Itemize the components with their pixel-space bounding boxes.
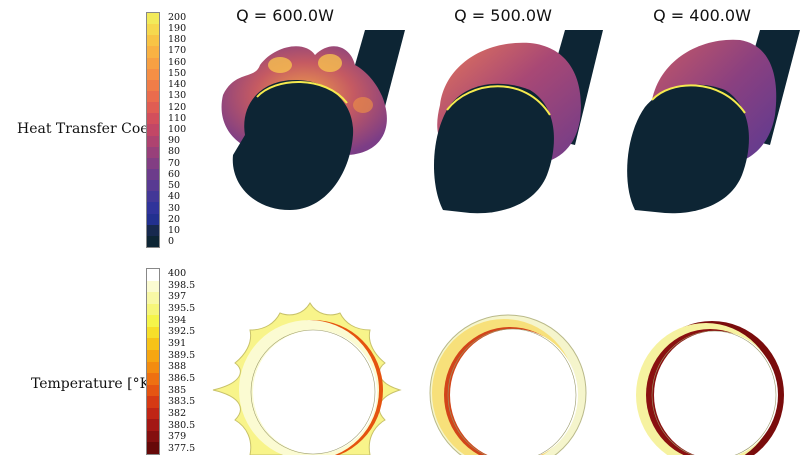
temperature-tick-label: 383.5 — [168, 396, 196, 408]
temperature-tick-label: 394 — [168, 314, 187, 326]
htc-tick-label: 40 — [168, 191, 181, 203]
htc-tick-label: 140 — [168, 79, 187, 91]
htc-swatch — [147, 35, 159, 47]
htc-swatch — [147, 168, 159, 181]
temperature-render-600w — [212, 302, 402, 455]
htc-tick-label: 90 — [168, 135, 181, 147]
htc-swatch — [147, 213, 159, 225]
temperature-swatch — [147, 373, 159, 385]
column-title-600w: Q = 600.0W — [236, 6, 334, 25]
temperature-swatch — [147, 361, 159, 374]
htc-tick-label: 20 — [168, 213, 181, 225]
column-title-500w: Q = 500.0W — [454, 6, 552, 25]
htc-swatch — [147, 157, 159, 169]
temperature-swatch — [147, 338, 159, 350]
temperature-swatch — [147, 384, 159, 397]
temperature-tick-label: 389.5 — [168, 349, 196, 361]
htc-swatch — [147, 46, 159, 58]
temperature-swatch — [147, 349, 159, 362]
htc-tick-label: 80 — [168, 146, 181, 158]
htc-tick-label: 120 — [168, 101, 187, 113]
htc-tick-label: 170 — [168, 45, 187, 57]
htc-render-500w — [433, 30, 603, 214]
htc-swatch — [147, 191, 159, 203]
htc-swatch — [147, 180, 159, 192]
htc-tick-label: 200 — [168, 11, 187, 23]
htc-swatch — [147, 57, 159, 69]
htc-swatch — [147, 13, 159, 25]
temperature-tick-label: 385 — [168, 384, 187, 396]
temperature-swatch — [147, 407, 159, 420]
htc-tick-label: 160 — [168, 56, 187, 68]
temperature-swatch — [147, 315, 159, 327]
temperature-swatch — [147, 303, 159, 316]
htc-swatch — [147, 24, 159, 36]
htc-render-600w — [221, 30, 405, 210]
htc-swatch — [147, 113, 159, 125]
htc-colorbar — [146, 12, 160, 248]
temperature-row-label: Temperature [°K] — [31, 376, 156, 392]
temperature-tick-label: 391 — [168, 337, 187, 349]
htc-tick-label: 100 — [168, 124, 187, 135]
temperature-tick-label: 380.5 — [168, 419, 196, 431]
htc-swatch — [147, 224, 159, 236]
temperature-tick-label: 377.5 — [168, 443, 196, 455]
htc-swatch — [147, 68, 159, 80]
htc-tick-label: 70 — [168, 157, 181, 169]
temperature-tick-label: 388 — [168, 361, 187, 373]
temperature-tick-label: 382 — [168, 408, 187, 420]
temperature-render-400w — [636, 321, 784, 455]
temperature-tick-label: 398.5 — [168, 279, 196, 291]
temperature-tick-label: 386.5 — [168, 373, 196, 385]
htc-tick-label: 180 — [168, 34, 187, 46]
htc-render-400w — [627, 30, 800, 214]
temperature-swatch — [147, 292, 159, 304]
temperature-render-500w — [429, 314, 587, 455]
tube-end — [232, 80, 354, 210]
htc-tick-label: 110 — [168, 112, 187, 124]
htc-swatch — [147, 124, 159, 136]
temperature-swatch — [147, 430, 159, 443]
htc-tick-label: 10 — [168, 225, 181, 237]
temperature-tick-label: 379 — [168, 431, 187, 443]
temperature-tick-label: 400 — [168, 267, 187, 279]
htc-swatch — [147, 79, 159, 91]
temperature-colorbar — [146, 268, 160, 455]
htc-swatch — [147, 202, 159, 214]
htc-tick-label: 190 — [168, 22, 187, 34]
htc-tick-label: 60 — [168, 168, 181, 180]
temperature-swatch — [147, 269, 159, 281]
htc-tick-label: 0 — [168, 236, 175, 248]
htc-tick-label: 150 — [168, 67, 187, 79]
temperature-swatch — [147, 280, 159, 293]
temperature-swatch — [147, 442, 159, 454]
temperature-tick-label: 397 — [168, 291, 187, 303]
column-title-400w: Q = 400.0W — [653, 6, 751, 25]
htc-row-label: Heat Transfer Coef. — [17, 121, 158, 137]
temperature-tick-label: 392.5 — [168, 326, 196, 338]
htc-swatch — [147, 135, 159, 147]
htc-swatch — [147, 102, 159, 114]
htc-tick-label: 50 — [168, 180, 181, 192]
htc-swatch — [147, 146, 159, 158]
temperature-swatch — [147, 419, 159, 431]
temperature-tick-label: 395.5 — [168, 302, 196, 314]
htc-swatch — [147, 90, 159, 103]
temperature-swatch — [147, 326, 159, 339]
temperature-swatch — [147, 396, 159, 408]
htc-tick-label: 30 — [168, 202, 181, 214]
htc-tick-label: 130 — [168, 90, 187, 102]
htc-swatch — [147, 235, 159, 247]
